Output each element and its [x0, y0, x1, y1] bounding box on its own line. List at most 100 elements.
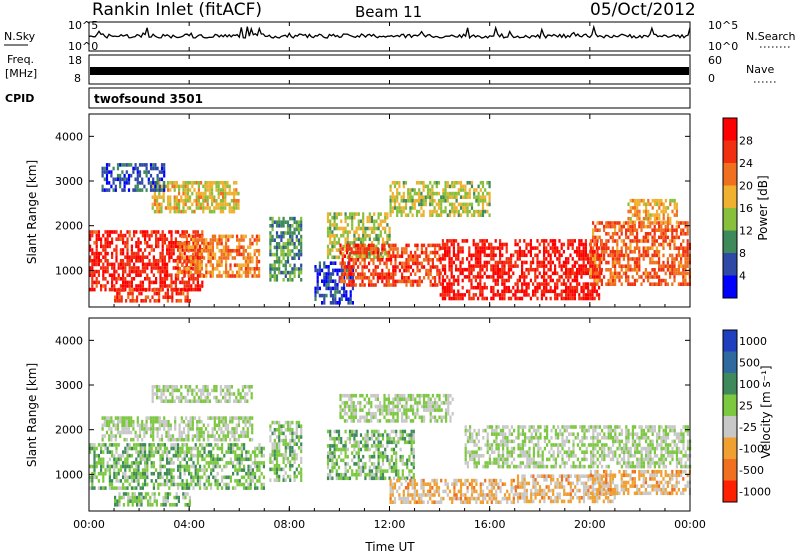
- velocity-cell: [167, 427, 170, 431]
- power-cell: [647, 250, 650, 254]
- power-cell: [190, 266, 193, 270]
- power-cell: [163, 173, 166, 178]
- velocity-cell: [232, 446, 235, 451]
- power-cell: [183, 230, 186, 234]
- power-cell: [629, 228, 632, 232]
- velocity-cell: [122, 503, 125, 507]
- power-cell: [640, 228, 643, 232]
- power-cell: [203, 249, 206, 253]
- velocity-cell: [215, 416, 219, 420]
- power-cell: [461, 278, 464, 283]
- power-cell: [350, 283, 353, 287]
- power-cell: [379, 272, 382, 276]
- power-cell: [374, 268, 377, 273]
- velocity-cell: [180, 392, 183, 396]
- power-cell: [534, 275, 537, 279]
- power-cell: [453, 202, 456, 207]
- velocity-cell: [247, 471, 250, 476]
- power-cell: [339, 279, 342, 284]
- power-cell: [532, 246, 535, 250]
- power-cell: [507, 296, 510, 301]
- velocity-cell: [130, 461, 133, 465]
- velocity-cell: [138, 495, 141, 500]
- velocity-cell: [211, 388, 214, 393]
- velocity-cell: [121, 419, 124, 424]
- power-cell: [144, 277, 147, 281]
- power-cell: [567, 271, 570, 276]
- power-cell: [152, 181, 155, 185]
- power-cell: [479, 293, 482, 297]
- power-cell: [157, 230, 160, 234]
- power-cell: [240, 267, 243, 271]
- power-cell: [124, 284, 127, 288]
- power-cell: [182, 199, 185, 203]
- power-cell: [164, 184, 167, 189]
- power-cell: [183, 248, 186, 252]
- power-cell: [216, 259, 219, 264]
- velocity-cell: [158, 437, 161, 442]
- power-cell: [233, 199, 236, 203]
- power-cell: [348, 279, 351, 284]
- power-cell: [429, 258, 432, 262]
- power-cell: [175, 299, 178, 303]
- velocity-cell: [140, 495, 143, 500]
- power-cell: [587, 282, 590, 286]
- velocity-cell: [111, 453, 114, 458]
- velocity-cell: [115, 461, 118, 465]
- power-cell: [455, 191, 458, 196]
- power-cell: [455, 296, 458, 301]
- power-cell: [651, 257, 654, 261]
- velocity-cell: [174, 423, 177, 428]
- velocity-cell: [177, 486, 180, 490]
- power-cell: [143, 163, 146, 167]
- velocity-cell: [166, 495, 169, 500]
- velocity-cell: [113, 443, 116, 447]
- power-cell: [658, 275, 661, 279]
- velocity-cell: [166, 482, 169, 487]
- power-cell: [334, 301, 337, 305]
- power-cell: [227, 270, 230, 275]
- power-cell: [385, 276, 388, 280]
- power-cell: [157, 266, 160, 270]
- velocity-cell: [254, 446, 257, 451]
- freq-trace: [90, 67, 689, 75]
- velocity-cell: [105, 416, 109, 420]
- power-cell: [112, 181, 115, 185]
- power-cell: [594, 242, 597, 247]
- power-cell: [346, 233, 349, 238]
- power-cell: [427, 258, 430, 262]
- power-cell: [629, 250, 632, 254]
- power-cell: [289, 249, 292, 253]
- power-cell: [472, 275, 475, 279]
- power-cell: [658, 242, 661, 247]
- velocity-cell: [172, 446, 175, 451]
- power-cell: [407, 213, 410, 217]
- power-cell: [168, 241, 171, 245]
- power-cell: [435, 184, 438, 189]
- power-cell: [496, 267, 499, 272]
- power-cell: [686, 253, 689, 258]
- power-cell: [422, 199, 425, 203]
- power-cell: [206, 195, 209, 199]
- power-cell: [547, 242, 550, 247]
- power-cell: [598, 235, 601, 240]
- power-cell: [208, 181, 211, 185]
- power-cell: [422, 195, 425, 199]
- velocity-cell: [175, 503, 178, 507]
- power-cell: [407, 254, 410, 258]
- power-cell: [662, 253, 665, 258]
- power-cell: [385, 272, 388, 276]
- power-cell: [468, 181, 471, 185]
- power-cell: [258, 234, 261, 239]
- power-cell: [444, 195, 447, 199]
- velocity-cell: [227, 450, 230, 454]
- power-cell: [398, 202, 401, 207]
- power-cell: [331, 244, 334, 249]
- power-cell: [170, 251, 173, 256]
- power-cell: [196, 248, 199, 252]
- power-cell: [178, 245, 181, 249]
- power-cell: [429, 188, 432, 192]
- noise-sky-line: [88, 24, 691, 40]
- power-cell: [620, 246, 623, 250]
- power-cell: [658, 257, 661, 261]
